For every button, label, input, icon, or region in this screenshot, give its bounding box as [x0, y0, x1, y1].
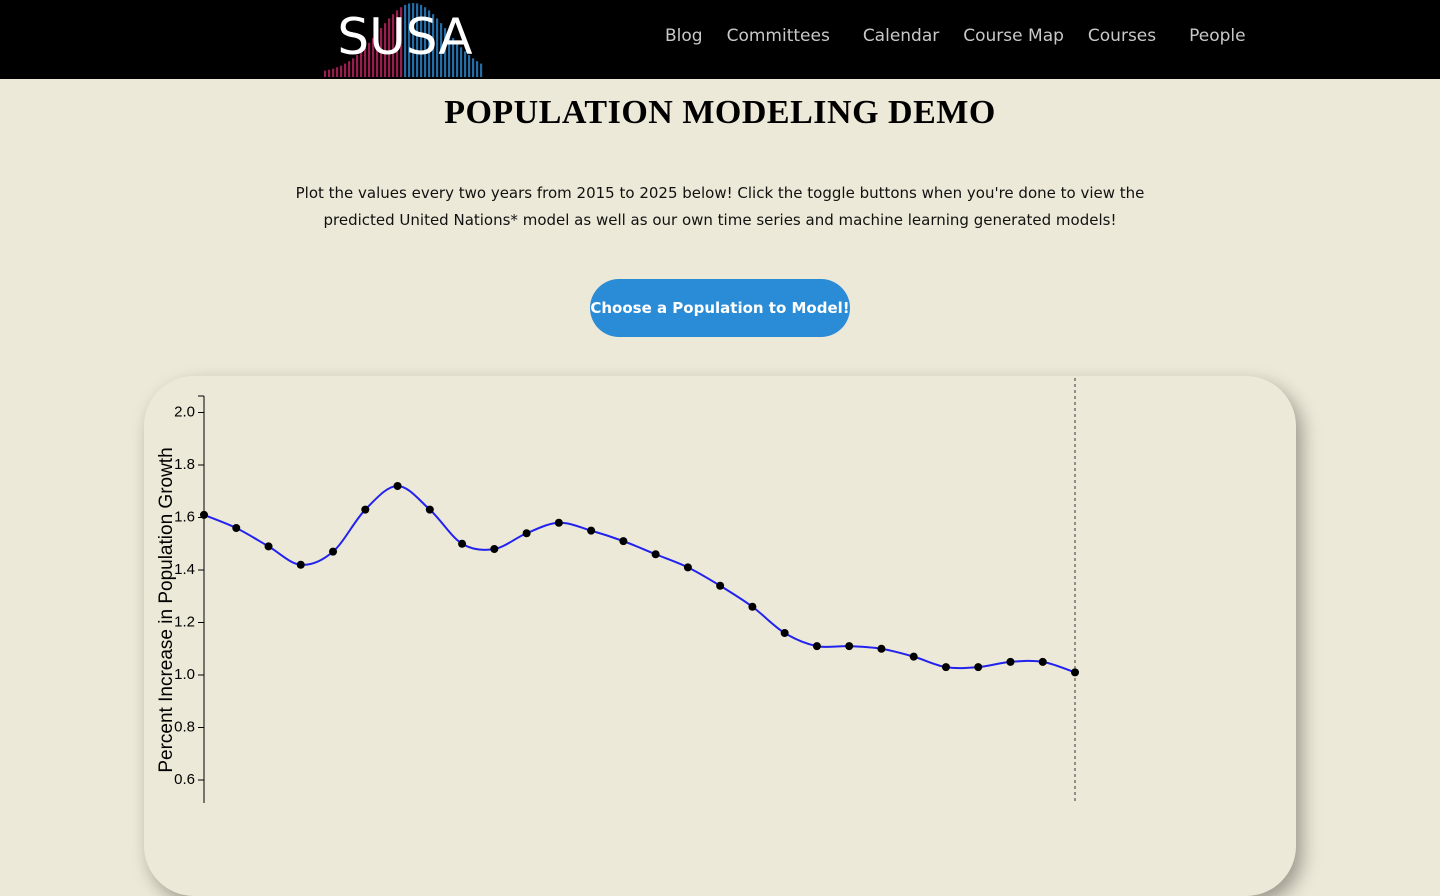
- logo-bar: [452, 38, 455, 77]
- logo-bar: [464, 51, 467, 77]
- logo-bar: [352, 58, 355, 77]
- point: [200, 510, 208, 519]
- point: [780, 629, 789, 637]
- y-tick-label: 0.6: [174, 771, 195, 788]
- nav-link[interactable]: Committees: [726, 26, 839, 46]
- logo-bar: [360, 51, 363, 77]
- logo-bar: [412, 3, 415, 77]
- nav-link[interactable]: People: [1189, 26, 1246, 46]
- point: [522, 529, 531, 538]
- logo-bar: [448, 33, 451, 77]
- logo-bar: [340, 65, 343, 77]
- logo-bar: [384, 23, 387, 77]
- logo-bar: [424, 7, 427, 77]
- logo-bar: [332, 68, 335, 77]
- logo-bar: [348, 61, 351, 77]
- point: [1071, 668, 1079, 677]
- y-axis-label: Percent Increase in Population Growth: [156, 447, 177, 772]
- point: [361, 505, 370, 514]
- nav-link[interactable]: Calendar: [862, 26, 940, 46]
- logo-bar: [456, 42, 459, 77]
- line: [203, 484, 1076, 674]
- logo-bar: [404, 4, 407, 77]
- logo-bar: [408, 3, 411, 77]
- point: [587, 526, 596, 535]
- chart: Percent Increase in Population Growth 0.…: [156, 378, 1079, 803]
- point: [845, 642, 854, 651]
- y-tick-label: 1.4: [174, 561, 195, 578]
- point: [716, 581, 725, 590]
- point: [1038, 657, 1047, 666]
- navbar: SUSA Blog Committees Calendar Course Map Cou…: [0, 0, 1440, 79]
- logo-bar: [428, 10, 431, 77]
- y-tick-label: 0.8: [174, 718, 195, 735]
- logo-bar: [476, 61, 479, 77]
- logo-bar: [388, 18, 391, 77]
- logo-bar: [368, 42, 371, 77]
- menu: Blog Committees Calendar Course Map Courses P…: [665, 26, 1246, 46]
- logo-bar: [416, 3, 419, 77]
- logo-bar: [432, 14, 435, 77]
- choose-button[interactable]: Choose a Population to Model!: [590, 279, 850, 337]
- logo-bar: [392, 14, 395, 77]
- description: Plot the values every two years from 201…: [295, 184, 1145, 229]
- logo-bar: [444, 28, 447, 78]
- logo-bar: [372, 38, 375, 77]
- point: [812, 642, 821, 651]
- point: [1006, 657, 1015, 666]
- logo-bar: [376, 33, 379, 77]
- logo-bar: [328, 69, 331, 77]
- y-tick-label: 1.6: [174, 508, 195, 525]
- point: [393, 482, 402, 490]
- logo-bar: [344, 63, 347, 77]
- point: [941, 663, 950, 672]
- point: [877, 644, 886, 653]
- nav-link[interactable]: Course Map: [963, 26, 1064, 46]
- point: [683, 563, 692, 572]
- nav-link[interactable]: Blog: [665, 26, 703, 46]
- y-tick-label: 1.0: [174, 666, 195, 683]
- logo-bar: [400, 7, 403, 77]
- point: [232, 524, 241, 532]
- point: [458, 539, 467, 548]
- point: [554, 518, 563, 527]
- point: [425, 505, 434, 514]
- y-tick-label: 1.2: [174, 613, 195, 630]
- point: [909, 652, 918, 661]
- logo-bar: [380, 28, 383, 78]
- point: [748, 602, 757, 611]
- page-title: POPULATION MODELING DEMO: [444, 94, 996, 131]
- logo-bar: [364, 47, 367, 77]
- logo[interactable]: SUSA: [322, 0, 488, 79]
- logo-bar: [472, 58, 475, 77]
- logo-bar: [324, 70, 327, 77]
- logo-bar: [336, 67, 339, 77]
- point: [490, 545, 499, 553]
- nav-link[interactable]: Courses: [1087, 26, 1166, 46]
- logo-text[interactable]: SUSA: [337, 8, 472, 66]
- logo-bar: [480, 63, 483, 77]
- logo-bar: [436, 18, 439, 77]
- page: SUSA Blog Committees Calendar Course Map Cou…: [0, 0, 1440, 803]
- logo-bar: [460, 47, 463, 77]
- logo-bar: [396, 10, 399, 77]
- point: [651, 550, 660, 559]
- logo-bar: [468, 55, 471, 77]
- logo-bar: [420, 4, 423, 77]
- point: [296, 560, 305, 569]
- point: [619, 537, 628, 546]
- point: [329, 547, 338, 556]
- point: [974, 663, 983, 672]
- y-tick-label: 2.0: [174, 403, 195, 420]
- logo-bar: [356, 55, 359, 77]
- logo-bar: [440, 23, 443, 77]
- y-tick-label: 1.8: [174, 456, 195, 473]
- point: [264, 542, 273, 551]
